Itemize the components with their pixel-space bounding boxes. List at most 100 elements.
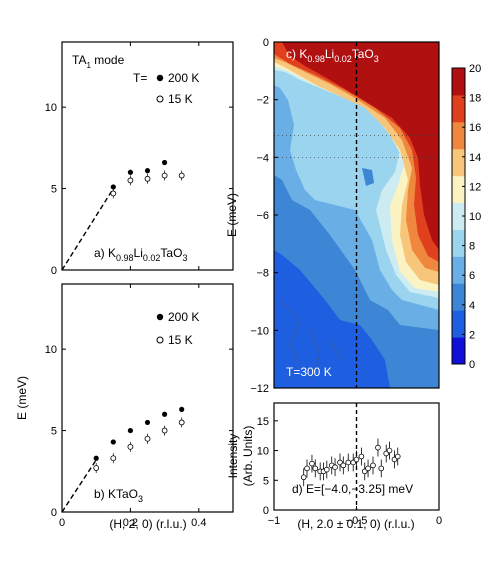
xlabel-d: (H, 2.0 ± 0.1, 0) (r.l.u.) [297,517,414,531]
point-200k-b-3 [144,419,151,426]
colorbar-swatch-9 [452,94,465,123]
colorbar-swatch-0 [452,337,465,365]
ylabel-c: E (meV) [225,193,239,237]
compound-label-b: b) KTaO3 [94,487,143,504]
colorbar-tick-label-6: 12 [469,181,481,193]
colorbar-tick-label-8: 16 [469,122,481,134]
point-d-0 [300,474,307,481]
mode-label: TA1 mode [72,53,125,70]
legend-label-15k-b: 15 K [168,333,193,347]
panel-c: 0 −2 −4 −6 −8 −10 −12 c) K0.98Li0.02TaO3 T=300… [225,37,481,395]
point-15k-b-5 [178,419,185,426]
point-d-2 [309,460,315,467]
ytick-label-a-2: 10 [45,102,57,114]
colorbar-tick-label-10: 20 [469,63,481,75]
colorbar-swatch-1 [452,310,465,338]
colorbar-swatch-7 [452,148,465,177]
contour-lines [279,299,343,381]
point-200k-a-2 [144,168,151,174]
point-15k-a-0 [110,190,117,197]
point-d-14 [358,453,365,460]
point-15k-b-1 [110,455,117,462]
ytick-label-d-1: 5 [263,475,269,487]
panel-d: 0 5 10 15 −1 −0.5 0 d) E=[−4.0,−3.25] meV (H, … [226,402,442,531]
colorbar-swatch-4 [452,229,465,257]
ytick-label-d-2: 10 [257,446,269,458]
legend-label-200k-b: 200 K [168,310,199,324]
colorbar-tick-label-0: 0 [469,359,475,371]
xtick-label-b-0: 0 [59,517,65,529]
point-d-19 [378,465,385,472]
point-200k-a-1 [127,169,133,175]
ylabel-d-line2: (Arb. Units) [241,426,255,487]
colorbar-tick-label-1: 2 [469,329,475,341]
point-d-17 [370,462,376,469]
panel-a-frame [61,41,234,271]
colorbar-swatch-6 [452,175,465,204]
colorbar-tick-label-2: 4 [469,300,475,312]
point-d-11 [345,459,352,466]
point-15k-a-2 [144,175,151,182]
dispersion-dashed-line-b [61,459,97,513]
ylabel-b: E (meV) [15,376,29,420]
colorbar-swatch-5 [452,202,465,230]
point-15k-a-3 [161,172,168,179]
colorbar-tick-label-4: 8 [469,241,475,253]
contour-level-20 [282,42,439,250]
xtick-label-b-1: 0.2 [123,517,138,529]
xtick-label-d-0: −1 [268,515,281,527]
point-d-23 [394,453,401,460]
ytick-label-c-3: −6 [256,210,269,222]
colorbar-swatch-3 [452,256,465,284]
legend-marker-200k-a [156,74,164,82]
ytick-label-a-0: 0 [51,265,57,277]
legend-marker-15k-a [156,95,164,103]
ytick-label-c-2: −4 [256,152,269,164]
point-200k-a-3 [162,159,168,166]
contour-island [362,168,374,186]
ytick-label-b-2: 10 [45,344,57,356]
xtick-label-d-1: −0.5 [346,515,368,527]
point-d-6 [323,466,330,473]
point-200k-b-1 [110,439,116,445]
point-15k-b-4 [161,427,168,434]
ytick-label-a-1: 5 [51,184,57,196]
point-d-16 [365,465,371,472]
panel-a: 0 5 10 TA1 mode T= 200 K 15 K a) K0.98Li0.… [45,41,234,277]
point-d-10 [340,462,347,469]
legend-label-15k-a: 15 K [168,92,193,106]
legend-marker-200k-b [156,313,164,321]
dispersion-dashed-line-a [61,188,114,271]
xtick-label-b-2: 0.4 [191,517,206,529]
colorbar-tick-label-5: 10 [469,211,481,223]
ytick-label-d-0: 0 [263,505,269,517]
colorbar-swatch-2 [452,283,465,311]
point-200k-a-0 [110,184,116,190]
legend-label-200k-a: 200 K [168,71,199,85]
point-15k-b-3 [144,435,151,442]
point-200k-b-2 [127,427,133,434]
legend-title: T= [133,71,147,85]
ytick-label-c-1: −2 [256,95,269,107]
point-d-13 [353,456,360,463]
xlabel-b: (H, 2, 0) (r.l.u.) [109,517,186,531]
colorbar-tick-label-7: 14 [469,152,481,164]
point-d-21 [386,447,393,454]
panel-b: 0 5 10 0 0.2 0.4 200 K 15 K b) KTaO3 (H, 2, 0… [15,283,234,531]
point-15k-b-0 [93,465,100,471]
ylabel-d-line1: Intensity [226,434,240,479]
point-d-8 [332,464,338,471]
xtick-label-d-2: 0 [436,515,442,527]
ytick-label-c-6: −12 [250,383,269,395]
point-15k-a-1 [127,177,134,184]
point-d-18 [375,444,381,451]
colorbar: 0 2 4 6 8 10 12 14 16 18 20 [451,63,481,371]
ytick-label-c-5: −10 [250,325,269,337]
colorbar-swatch-10 [452,68,465,96]
energy-window-annotation: d) E=[−4.0,−3.25] meV [292,482,413,496]
ytick-label-b-1: 5 [51,426,57,438]
ytick-label-c-4: −8 [256,268,269,280]
point-200k-b-4 [162,411,168,417]
point-d-1 [304,465,310,472]
